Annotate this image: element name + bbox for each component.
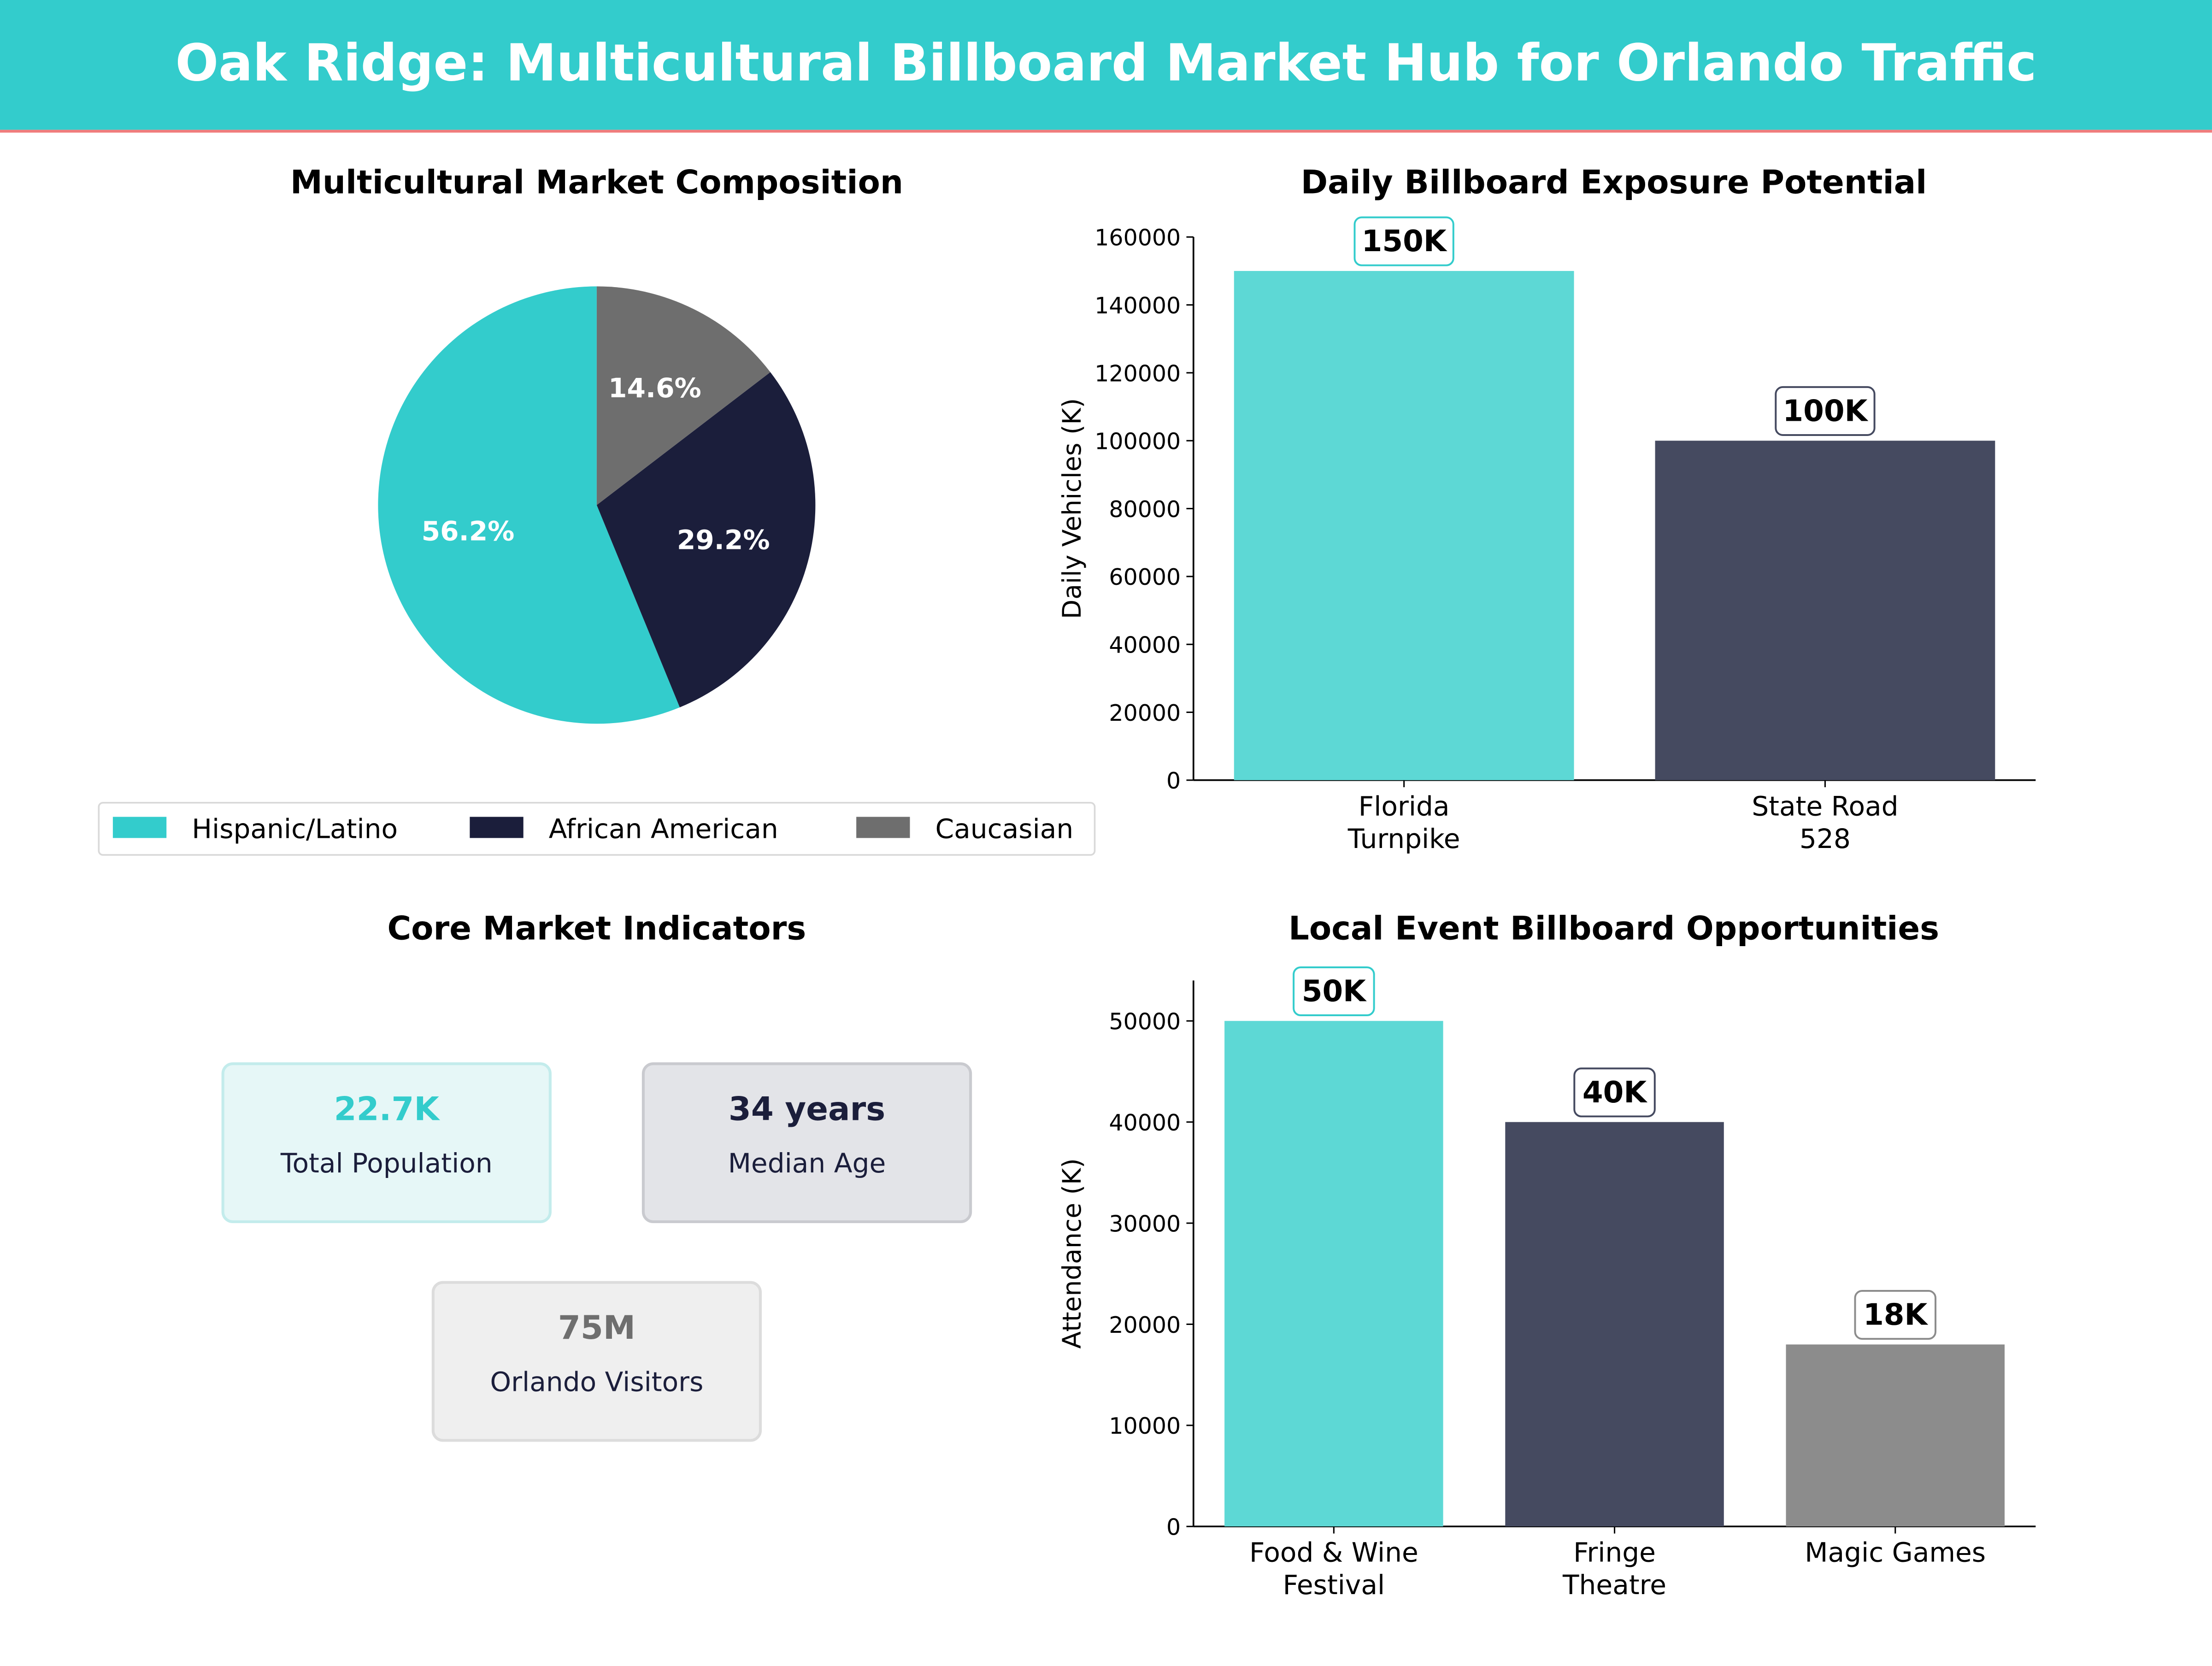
pie-slice-label: 14.6% — [608, 372, 701, 404]
page-title: Oak Ridge: Multicultural Billboard Marke… — [176, 33, 2037, 92]
kpi-card — [431, 1281, 762, 1442]
y-tick-label: 0 — [1166, 1514, 1181, 1541]
y-tick-label: 10000 — [1109, 1413, 1181, 1439]
exposure-chart-title: Daily Billboard Exposure Potential — [1301, 163, 1927, 201]
x-tick-label: Festival — [1283, 1569, 1385, 1601]
legend-label: Hispanic/Latino — [192, 813, 398, 844]
data-label: 50K — [1302, 974, 1367, 1008]
exposure-bar-chart: 0 20000 40000 60000 80000 100000 120000 140000 1… — [1057, 216, 2036, 854]
bar — [1655, 441, 1995, 780]
bar — [1505, 1122, 1724, 1527]
kpi-card — [221, 1062, 552, 1224]
y-tick-label: 20000 — [1109, 1312, 1181, 1338]
header-banner — [0, 0, 2212, 130]
y-tick-label: 80000 — [1109, 496, 1181, 523]
legend-swatch — [856, 817, 910, 838]
header-rule — [0, 130, 2212, 133]
y-tick-label: 30000 — [1109, 1211, 1181, 1237]
pie-slice — [596, 286, 771, 505]
kpi-value: 75M — [558, 1309, 635, 1347]
kpi-label: Total Population — [280, 1148, 493, 1179]
events-chart-title: Local Event Billboard Opportunities — [1288, 910, 1939, 948]
y-tick-label: 50000 — [1109, 1009, 1181, 1035]
y-tick-label: 40000 — [1109, 1110, 1181, 1136]
kpi-card — [641, 1062, 972, 1224]
y-axis-label: Daily Vehicles (K) — [1057, 398, 1087, 619]
data-label-box — [1775, 386, 1876, 436]
x-tick-label: Magic Games — [1805, 1537, 1986, 1568]
core-market-indicators: 22.7K Total Population 34 years Median Age 7… — [221, 1062, 972, 1442]
x-tick-label: 528 — [1800, 823, 1851, 854]
data-label: 18K — [1863, 1297, 1928, 1332]
data-label-box — [1573, 1067, 1656, 1118]
x-tick-label: Food & Wine — [1249, 1537, 1418, 1568]
y-tick-label: 60000 — [1109, 564, 1181, 590]
pie-chart-title: Multicultural Market Composition — [290, 163, 903, 201]
y-tick-label: 0 — [1166, 768, 1181, 794]
bar — [1786, 1344, 2005, 1527]
y-tick-label: 160000 — [1094, 225, 1181, 251]
data-label-box — [1353, 216, 1454, 266]
y-tick-label: 40000 — [1109, 632, 1181, 659]
data-label: 150K — [1362, 224, 1447, 259]
pie-legend: Hispanic/Latino African American Caucasian — [98, 801, 1096, 856]
x-tick-label: Fringe — [1573, 1537, 1656, 1568]
x-tick-label: Theatre — [1562, 1569, 1666, 1601]
kpi-label: Median Age — [728, 1148, 886, 1179]
data-label-box — [1854, 1290, 1936, 1340]
data-label-box — [1293, 966, 1375, 1017]
bar — [1224, 1021, 1443, 1527]
pie-slice — [378, 286, 680, 724]
legend-swatch — [470, 817, 524, 838]
kpi-value: 22.7K — [334, 1090, 441, 1128]
y-tick-label: 100000 — [1094, 429, 1181, 455]
legend-frame — [98, 801, 1096, 856]
y-tick-label: 140000 — [1094, 293, 1181, 319]
x-tick-label: State Road — [1752, 790, 1898, 822]
kpi-value: 34 years — [729, 1090, 885, 1128]
pie-slice — [596, 372, 816, 707]
legend-label: Caucasian — [935, 813, 1074, 844]
indicators-title: Core Market Indicators — [388, 910, 806, 948]
events-bar-chart: 0 10000 20000 30000 40000 50000 Attendance (K)… — [1057, 966, 2036, 1601]
x-tick-label: Turnpike — [1347, 823, 1460, 854]
pie-slice-label: 29.2% — [677, 524, 770, 556]
y-tick-label: 120000 — [1094, 360, 1181, 387]
bar — [1234, 271, 1574, 780]
market-composition-pie: 56.2% 29.2% 14.6% — [378, 286, 816, 724]
data-label: 100K — [1783, 394, 1868, 428]
kpi-label: Orlando Visitors — [490, 1366, 703, 1397]
legend-swatch — [112, 817, 167, 838]
y-axis-label: Attendance (K) — [1057, 1158, 1087, 1348]
legend-label: African American — [549, 813, 778, 844]
y-tick-label: 20000 — [1109, 700, 1181, 726]
data-label: 40K — [1583, 1075, 1647, 1110]
pie-slice-label: 56.2% — [422, 515, 515, 547]
x-tick-label: Florida — [1359, 790, 1450, 822]
